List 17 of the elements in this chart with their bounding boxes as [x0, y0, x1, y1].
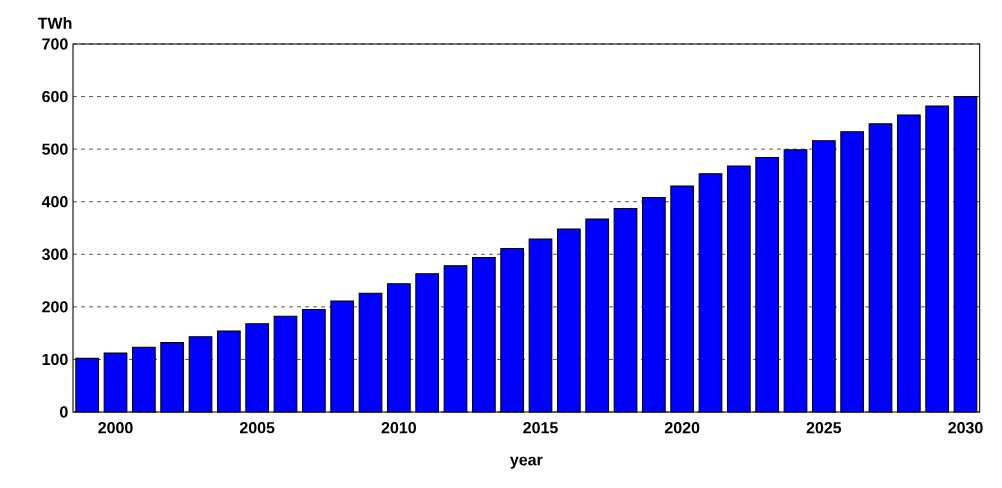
y-tick-label: 400	[41, 196, 68, 208]
x-tick-label: 2030	[948, 422, 983, 434]
y-tick-label: 100	[42, 353, 68, 366]
x-axis-title: year	[510, 456, 543, 469]
x-tick-label: 2015	[523, 422, 558, 434]
y-tick-label: 200	[42, 301, 68, 313]
x-tick-label: 2025	[806, 422, 842, 434]
y-tick-label: 500	[42, 143, 68, 155]
y-axis-title: TWh	[37, 17, 72, 29]
x-tick-label: 2010	[381, 422, 416, 434]
x-tick-label: 2000	[98, 422, 133, 434]
y-tick-label: 700	[42, 38, 68, 50]
y-tick-label: 300	[41, 248, 68, 260]
y-tick-label: 0	[60, 406, 68, 418]
x-tick-label: 2020	[664, 422, 700, 434]
y-tick-label: 600	[42, 90, 68, 103]
x-tick-label: 2005	[239, 422, 275, 434]
